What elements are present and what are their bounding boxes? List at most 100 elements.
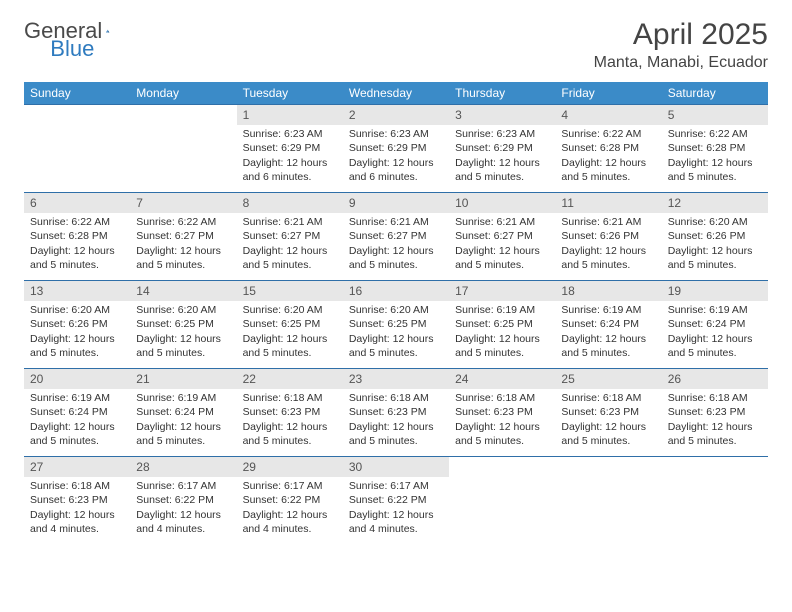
calendar-cell: 5Sunrise: 6:22 AMSunset: 6:28 PMDaylight…	[662, 104, 768, 192]
sunrise-line: Sunrise: 6:20 AM	[243, 303, 337, 317]
calendar-table: SundayMondayTuesdayWednesdayThursdayFrid…	[24, 82, 768, 544]
daylight-line: Daylight: 12 hours and 5 minutes.	[136, 420, 230, 448]
sunset-line: Sunset: 6:26 PM	[30, 317, 124, 331]
day-number: 25	[555, 368, 661, 389]
weekday-header: Friday	[555, 82, 661, 104]
day-number: 26	[662, 368, 768, 389]
sunset-line: Sunset: 6:22 PM	[136, 493, 230, 507]
sunrise-line: Sunrise: 6:23 AM	[349, 127, 443, 141]
daylight-line: Daylight: 12 hours and 5 minutes.	[349, 332, 443, 360]
calendar-week-row: 27Sunrise: 6:18 AMSunset: 6:23 PMDayligh…	[24, 456, 768, 544]
daylight-line: Daylight: 12 hours and 5 minutes.	[349, 420, 443, 448]
calendar-body: 1Sunrise: 6:23 AMSunset: 6:29 PMDaylight…	[24, 104, 768, 544]
day-number: 18	[555, 280, 661, 301]
daylight-line: Daylight: 12 hours and 5 minutes.	[668, 420, 762, 448]
day-number: 6	[24, 192, 130, 213]
daylight-line: Daylight: 12 hours and 5 minutes.	[668, 156, 762, 184]
daylight-line: Daylight: 12 hours and 5 minutes.	[561, 420, 655, 448]
calendar-cell: 23Sunrise: 6:18 AMSunset: 6:23 PMDayligh…	[343, 368, 449, 456]
sunrise-line: Sunrise: 6:20 AM	[136, 303, 230, 317]
day-content: Sunrise: 6:22 AMSunset: 6:27 PMDaylight:…	[130, 213, 236, 276]
day-content: Sunrise: 6:19 AMSunset: 6:25 PMDaylight:…	[449, 301, 555, 364]
calendar-cell	[555, 456, 661, 544]
day-content: Sunrise: 6:19 AMSunset: 6:24 PMDaylight:…	[130, 389, 236, 452]
daylight-line: Daylight: 12 hours and 5 minutes.	[668, 244, 762, 272]
calendar-cell: 28Sunrise: 6:17 AMSunset: 6:22 PMDayligh…	[130, 456, 236, 544]
calendar-cell	[130, 104, 236, 192]
daylight-line: Daylight: 12 hours and 5 minutes.	[455, 420, 549, 448]
day-content: Sunrise: 6:21 AMSunset: 6:27 PMDaylight:…	[237, 213, 343, 276]
day-number: 13	[24, 280, 130, 301]
sunrise-line: Sunrise: 6:18 AM	[668, 391, 762, 405]
sunset-line: Sunset: 6:28 PM	[30, 229, 124, 243]
calendar-week-row: 13Sunrise: 6:20 AMSunset: 6:26 PMDayligh…	[24, 280, 768, 368]
weekday-header: Sunday	[24, 82, 130, 104]
sunrise-line: Sunrise: 6:17 AM	[243, 479, 337, 493]
calendar-cell: 22Sunrise: 6:18 AMSunset: 6:23 PMDayligh…	[237, 368, 343, 456]
daylight-line: Daylight: 12 hours and 5 minutes.	[136, 244, 230, 272]
sunset-line: Sunset: 6:27 PM	[136, 229, 230, 243]
sunset-line: Sunset: 6:24 PM	[668, 317, 762, 331]
day-number: 12	[662, 192, 768, 213]
calendar-cell: 20Sunrise: 6:19 AMSunset: 6:24 PMDayligh…	[24, 368, 130, 456]
daylight-line: Daylight: 12 hours and 5 minutes.	[30, 420, 124, 448]
daylight-line: Daylight: 12 hours and 5 minutes.	[243, 420, 337, 448]
daylight-line: Daylight: 12 hours and 4 minutes.	[243, 508, 337, 536]
day-number: 24	[449, 368, 555, 389]
day-content: Sunrise: 6:23 AMSunset: 6:29 PMDaylight:…	[237, 125, 343, 188]
sunset-line: Sunset: 6:28 PM	[561, 141, 655, 155]
weekday-header: Monday	[130, 82, 236, 104]
daylight-line: Daylight: 12 hours and 5 minutes.	[561, 244, 655, 272]
weekday-header: Tuesday	[237, 82, 343, 104]
daylight-line: Daylight: 12 hours and 5 minutes.	[455, 332, 549, 360]
daylight-line: Daylight: 12 hours and 5 minutes.	[561, 332, 655, 360]
calendar-cell	[449, 456, 555, 544]
day-content: Sunrise: 6:18 AMSunset: 6:23 PMDaylight:…	[449, 389, 555, 452]
sunset-line: Sunset: 6:22 PM	[349, 493, 443, 507]
sunrise-line: Sunrise: 6:21 AM	[561, 215, 655, 229]
calendar-cell: 14Sunrise: 6:20 AMSunset: 6:25 PMDayligh…	[130, 280, 236, 368]
calendar-cell: 8Sunrise: 6:21 AMSunset: 6:27 PMDaylight…	[237, 192, 343, 280]
day-number: 14	[130, 280, 236, 301]
day-number: 28	[130, 456, 236, 477]
header: General April 2025 Manta, Manabi, Ecuado…	[24, 18, 768, 72]
day-content: Sunrise: 6:18 AMSunset: 6:23 PMDaylight:…	[662, 389, 768, 452]
sunset-line: Sunset: 6:26 PM	[668, 229, 762, 243]
day-number: 2	[343, 104, 449, 125]
day-number: 9	[343, 192, 449, 213]
day-content: Sunrise: 6:21 AMSunset: 6:27 PMDaylight:…	[343, 213, 449, 276]
sunset-line: Sunset: 6:25 PM	[243, 317, 337, 331]
day-content: Sunrise: 6:18 AMSunset: 6:23 PMDaylight:…	[555, 389, 661, 452]
day-number: 19	[662, 280, 768, 301]
day-content: Sunrise: 6:18 AMSunset: 6:23 PMDaylight:…	[343, 389, 449, 452]
sunrise-line: Sunrise: 6:22 AM	[30, 215, 124, 229]
calendar-cell: 12Sunrise: 6:20 AMSunset: 6:26 PMDayligh…	[662, 192, 768, 280]
day-number: 17	[449, 280, 555, 301]
sunrise-line: Sunrise: 6:21 AM	[455, 215, 549, 229]
sunset-line: Sunset: 6:23 PM	[668, 405, 762, 419]
sunrise-line: Sunrise: 6:18 AM	[349, 391, 443, 405]
daylight-line: Daylight: 12 hours and 5 minutes.	[561, 156, 655, 184]
calendar-cell: 9Sunrise: 6:21 AMSunset: 6:27 PMDaylight…	[343, 192, 449, 280]
calendar-cell: 18Sunrise: 6:19 AMSunset: 6:24 PMDayligh…	[555, 280, 661, 368]
logo-sail-icon	[106, 22, 110, 40]
weekday-header: Saturday	[662, 82, 768, 104]
day-number: 5	[662, 104, 768, 125]
day-content: Sunrise: 6:20 AMSunset: 6:26 PMDaylight:…	[662, 213, 768, 276]
sunrise-line: Sunrise: 6:17 AM	[349, 479, 443, 493]
daylight-line: Daylight: 12 hours and 4 minutes.	[30, 508, 124, 536]
sunset-line: Sunset: 6:23 PM	[561, 405, 655, 419]
day-number: 20	[24, 368, 130, 389]
day-content: Sunrise: 6:20 AMSunset: 6:26 PMDaylight:…	[24, 301, 130, 364]
daylight-line: Daylight: 12 hours and 4 minutes.	[349, 508, 443, 536]
day-content: Sunrise: 6:23 AMSunset: 6:29 PMDaylight:…	[449, 125, 555, 188]
calendar-cell: 1Sunrise: 6:23 AMSunset: 6:29 PMDaylight…	[237, 104, 343, 192]
sunrise-line: Sunrise: 6:19 AM	[455, 303, 549, 317]
sunrise-line: Sunrise: 6:19 AM	[30, 391, 124, 405]
calendar-cell: 19Sunrise: 6:19 AMSunset: 6:24 PMDayligh…	[662, 280, 768, 368]
day-content: Sunrise: 6:18 AMSunset: 6:23 PMDaylight:…	[24, 477, 130, 540]
day-number: 7	[130, 192, 236, 213]
calendar-cell: 4Sunrise: 6:22 AMSunset: 6:28 PMDaylight…	[555, 104, 661, 192]
daylight-line: Daylight: 12 hours and 5 minutes.	[30, 332, 124, 360]
sunrise-line: Sunrise: 6:20 AM	[349, 303, 443, 317]
